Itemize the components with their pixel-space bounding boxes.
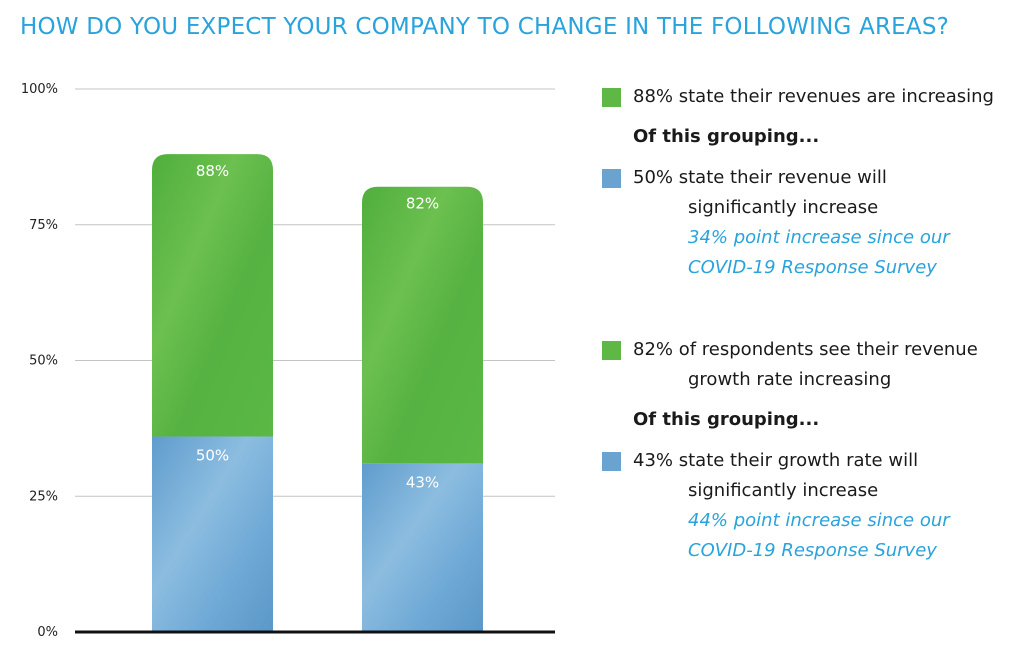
legend-swatch-blue [602, 169, 621, 188]
legend-swatch-green [602, 341, 621, 360]
y-tick-label: 100% [21, 82, 58, 97]
bar-total-segment [152, 154, 273, 437]
y-tick-label: 0% [37, 625, 58, 640]
legend-text: 88% state their revenues are increasing [633, 86, 994, 107]
legend-swatch-green [602, 88, 621, 107]
bar-significant-segment [362, 463, 483, 632]
y-tick-label: 75% [29, 218, 58, 233]
legend-text-continued: growth rate increasing [688, 369, 892, 390]
y-tick-label: 25% [29, 489, 58, 504]
chart-title: HOW DO YOU EXPECT YOUR COMPANY TO CHANGE… [20, 14, 950, 40]
bar-total-label: 88% [196, 162, 229, 180]
bar-significant-segment [152, 436, 273, 632]
increase-note: 44% point increase since our [688, 510, 950, 531]
bar-total-label: 82% [406, 195, 439, 213]
grouping-heading: Of this grouping... [633, 126, 820, 147]
legend-text: 82% of respondents see their revenue [633, 339, 978, 360]
legend-swatch-blue [602, 452, 621, 471]
increase-note: 34% point increase since our [688, 227, 950, 248]
bar-significant-label: 50% [196, 447, 229, 465]
bar-chart: 88% 50% 82% 43% 100% 75% 50% 25% 0% [21, 82, 555, 640]
bar-significant-label: 43% [406, 474, 439, 492]
legend-text-continued: significantly increase [688, 197, 879, 218]
increase-note: COVID-19 Response Survey [688, 540, 937, 561]
y-tick-label: 50% [29, 354, 58, 369]
increase-note: COVID-19 Response Survey [688, 257, 937, 278]
legend-text: 43% state their growth rate will [633, 450, 919, 471]
legend-text: 50% state their revenue will [633, 167, 887, 188]
legend-text-continued: significantly increase [688, 480, 879, 501]
grouping-heading: Of this grouping... [633, 409, 820, 430]
bar-total-segment [362, 186, 483, 464]
